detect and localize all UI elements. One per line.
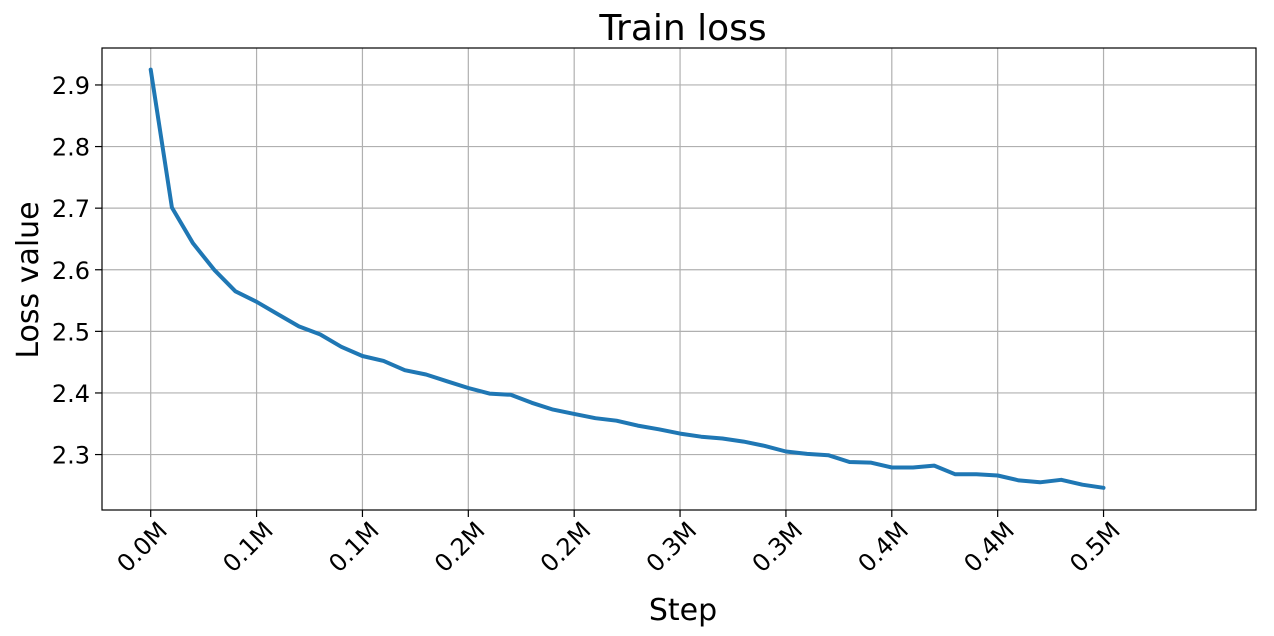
y-tick-label: 2.4 bbox=[52, 380, 90, 408]
y-tick-label: 2.6 bbox=[52, 257, 90, 285]
y-tick-label: 2.9 bbox=[52, 72, 90, 100]
y-axis-ticks: 2.3 2.4 2.5 2.6 2.7 2.8 2.9 bbox=[52, 72, 102, 470]
y-tick-label: 2.8 bbox=[52, 134, 90, 162]
y-tick-label: 2.5 bbox=[52, 318, 90, 346]
x-axis-label: Step bbox=[649, 593, 717, 628]
plot-frame bbox=[101, 47, 1257, 511]
y-axis-label: Loss value bbox=[11, 201, 46, 358]
grid-lines bbox=[102, 48, 1256, 510]
series-layer bbox=[148, 67, 1106, 490]
y-tick-label: 2.3 bbox=[52, 442, 90, 470]
y-tick-label: 2.7 bbox=[52, 195, 90, 223]
chart-title: Train loss bbox=[598, 8, 766, 49]
train-loss-line bbox=[148, 67, 1106, 490]
